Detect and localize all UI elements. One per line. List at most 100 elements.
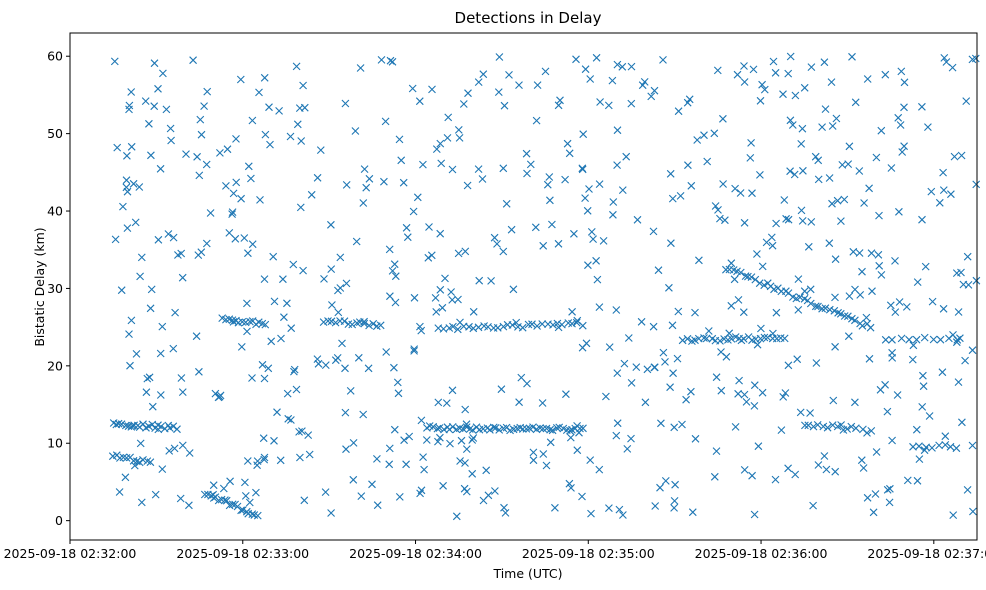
data-point — [804, 242, 813, 251]
data-point — [447, 288, 455, 296]
x-axis: 2025-09-18 02:32:00 2025-09-18 02:33:00 20… — [4, 540, 986, 561]
data-point — [618, 186, 627, 194]
data-point — [939, 304, 948, 313]
data-point — [825, 239, 834, 248]
data-point — [554, 101, 563, 110]
data-point — [123, 224, 132, 232]
data-point — [142, 388, 151, 397]
data-point — [848, 52, 856, 61]
data-point — [768, 241, 777, 250]
data-point — [305, 450, 314, 459]
data-point — [267, 337, 276, 346]
data-point — [867, 249, 876, 258]
data-point — [929, 335, 938, 344]
data-point — [388, 57, 397, 66]
y-tick-label: 30 — [47, 281, 63, 296]
data-point — [125, 330, 133, 338]
data-point — [327, 220, 335, 229]
data-point — [963, 486, 972, 494]
data-point — [461, 405, 470, 414]
data-point — [139, 456, 147, 464]
data-point — [259, 434, 268, 443]
data-point — [858, 267, 866, 276]
data-point — [578, 343, 587, 352]
data-point — [740, 390, 749, 399]
data-point — [627, 99, 636, 108]
data-point — [676, 192, 685, 200]
data-point — [479, 496, 488, 505]
data-point — [136, 439, 145, 448]
data-point — [863, 75, 872, 83]
data-point — [704, 327, 713, 335]
data-point — [687, 181, 696, 190]
data-point — [568, 307, 576, 316]
data-point — [299, 266, 307, 275]
data-point — [465, 322, 473, 331]
data-point — [459, 100, 468, 108]
data-point — [429, 422, 438, 431]
data-point — [969, 507, 977, 516]
data-point — [283, 389, 292, 398]
data-point — [360, 165, 369, 173]
data-point — [877, 126, 886, 135]
data-point — [342, 181, 351, 189]
data-point — [855, 249, 864, 257]
data-point — [258, 360, 267, 369]
data-point — [586, 456, 595, 464]
data-point — [261, 130, 270, 139]
data-point — [390, 425, 399, 434]
data-point — [627, 379, 636, 387]
data-point — [678, 336, 687, 345]
chart-title: Detections in Delay — [455, 9, 602, 27]
data-point — [526, 160, 535, 169]
data-point — [341, 99, 350, 108]
data-point — [453, 325, 462, 334]
data-point — [947, 190, 955, 199]
data-point — [825, 305, 834, 314]
data-point — [393, 378, 402, 387]
data-point — [300, 496, 309, 505]
data-point — [719, 114, 727, 123]
data-point — [232, 178, 241, 187]
data-point — [567, 484, 575, 492]
data-point — [408, 84, 417, 93]
data-point — [546, 438, 555, 447]
data-point — [290, 365, 299, 374]
data-point — [202, 160, 211, 169]
data-point — [341, 408, 350, 417]
data-point — [786, 116, 795, 125]
data-point — [448, 165, 457, 174]
data-point — [888, 354, 897, 362]
data-point — [866, 323, 875, 332]
data-point — [360, 319, 369, 328]
data-point — [888, 335, 896, 344]
data-point — [435, 424, 444, 432]
data-point — [734, 389, 742, 398]
data-point — [847, 422, 856, 431]
data-point — [578, 321, 587, 330]
data-point — [365, 321, 373, 330]
data-point — [248, 116, 257, 125]
data-point — [464, 89, 472, 98]
data-point — [758, 388, 767, 397]
data-point — [779, 90, 787, 99]
data-point — [827, 78, 836, 86]
data-point — [131, 218, 140, 227]
data-point — [495, 426, 504, 434]
data-point — [619, 511, 627, 519]
data-point — [581, 194, 589, 202]
data-point — [786, 52, 795, 61]
data-point — [669, 369, 677, 378]
data-point — [612, 431, 621, 440]
data-point — [216, 391, 225, 400]
data-point — [727, 335, 736, 343]
data-point — [615, 505, 624, 514]
data-point — [377, 56, 386, 64]
data-point — [554, 239, 563, 248]
data-point — [863, 493, 872, 502]
data-point — [253, 457, 262, 465]
data-point — [413, 193, 422, 202]
data-point — [872, 448, 881, 456]
